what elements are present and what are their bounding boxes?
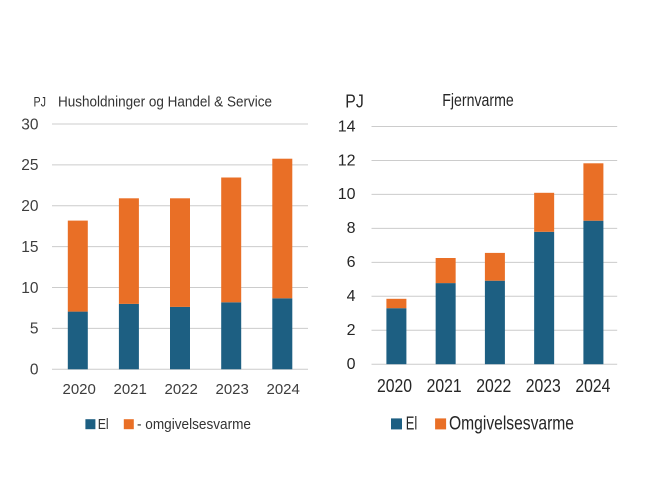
svg-text:2: 2 — [347, 322, 356, 339]
svg-text:2024: 2024 — [267, 381, 300, 398]
svg-text:0: 0 — [30, 362, 39, 379]
svg-text:10: 10 — [21, 280, 39, 297]
svg-text:2023: 2023 — [526, 375, 561, 396]
svg-text:2020: 2020 — [377, 375, 412, 396]
svg-text:25: 25 — [21, 157, 38, 174]
svg-text:15: 15 — [21, 239, 38, 256]
svg-text:30: 30 — [21, 116, 39, 133]
svg-text:El: El — [406, 413, 418, 434]
svg-text:12: 12 — [338, 152, 356, 169]
svg-text:6: 6 — [347, 254, 356, 271]
svg-text:2024: 2024 — [575, 375, 610, 396]
svg-text:2022: 2022 — [476, 375, 511, 396]
svg-text:10: 10 — [338, 186, 356, 203]
svg-text:PJ: PJ — [345, 90, 364, 111]
svg-text:20: 20 — [21, 198, 39, 215]
svg-text:Husholdninger og Handel & Serv: Husholdninger og Handel & Service — [58, 95, 272, 111]
svg-text:8: 8 — [347, 220, 356, 237]
svg-text:5: 5 — [30, 321, 39, 338]
svg-text:0: 0 — [347, 356, 356, 373]
svg-text:2023: 2023 — [216, 381, 249, 398]
svg-text:El: El — [98, 416, 109, 433]
svg-text:Fjernvarme: Fjernvarme — [442, 90, 514, 110]
svg-text:- omgivelsesvarme: - omgivelsesvarme — [137, 416, 251, 433]
svg-text:2021: 2021 — [427, 375, 462, 396]
svg-text:2020: 2020 — [63, 381, 96, 398]
svg-text:14: 14 — [338, 118, 356, 135]
svg-text:4: 4 — [347, 288, 356, 305]
svg-text:2022: 2022 — [165, 381, 198, 398]
svg-text:Omgivelsesvarme: Omgivelsesvarme — [449, 414, 574, 435]
svg-text:2021: 2021 — [114, 381, 147, 398]
svg-text:PJ: PJ — [34, 94, 47, 110]
